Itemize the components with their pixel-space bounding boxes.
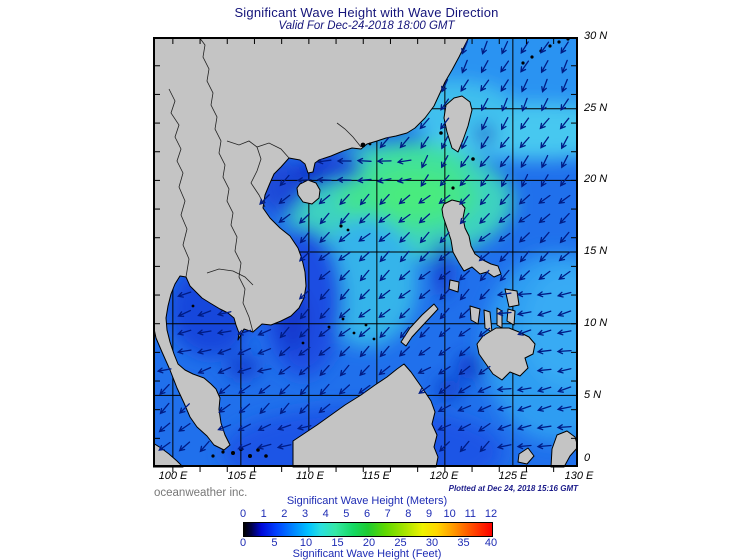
land-borneo (292, 363, 439, 468)
branding-text: oceanweather inc. (154, 487, 248, 499)
land-palawan (400, 303, 439, 347)
colorbar-tick: 10 (299, 537, 313, 549)
colorbar-tick: 2 (281, 508, 288, 520)
axis-ticks (155, 39, 576, 472)
colorbar-tick: 8 (405, 508, 412, 520)
page-title: Significant Wave Height with Wave Direct… (234, 5, 499, 20)
lon-label: 105 E (227, 470, 257, 482)
colorbar-tick: 10 (443, 508, 456, 520)
colorbar-tick: 4 (322, 508, 329, 520)
colorbar-tick: 5 (271, 537, 278, 549)
colorbar-tick: 0 (239, 508, 247, 520)
lon-label: 125 E (498, 470, 528, 482)
land-mindanao (476, 327, 536, 381)
colorbar-tick: 15 (331, 537, 344, 549)
land-luzon (441, 199, 502, 278)
colorbar-tick: 12 (484, 508, 498, 520)
colorbar-tick: 5 (343, 508, 350, 520)
colorbar-tick: 11 (464, 508, 477, 520)
land-panay (469, 305, 481, 325)
land-taiwan (443, 95, 473, 153)
colorbar-gradient (243, 522, 493, 537)
lat-label: 15 N (584, 245, 608, 257)
small-islands (191, 37, 570, 458)
colorbar-tick: 6 (363, 508, 371, 520)
colorbar-tick: 3 (301, 508, 309, 520)
plotted-timestamp: Plotted at Dec 24, 2018 15:16 GMT (448, 484, 578, 493)
colorbar-title-meters: Significant Wave Height (Meters) (286, 495, 448, 507)
lon-label: 110 E (296, 470, 324, 482)
land-mindoro (448, 279, 460, 293)
colorbar-tick: 0 (239, 537, 247, 549)
land-hainan (296, 179, 321, 205)
lon-label: 130 E (564, 470, 594, 482)
colorbar-tick: 9 (425, 508, 433, 520)
colorbar-title-feet: Significant Wave Height (Feet) (292, 548, 442, 560)
lat-label: 10 N (584, 317, 608, 329)
map-svg (152, 36, 579, 472)
lon-label: 120 E (429, 470, 459, 482)
map-border (153, 37, 578, 467)
lon-label: 100 E (158, 470, 188, 482)
lat-label: 0 (584, 452, 591, 464)
colorbar-tick: 7 (384, 508, 391, 520)
lat-label: 25 N (584, 102, 608, 114)
colorbar-tick: 20 (362, 537, 376, 549)
lat-label: 30 N (584, 30, 608, 42)
land-sulawesi (550, 430, 579, 468)
colorbar-tick: 30 (425, 537, 439, 549)
colorbar-tick: 40 (484, 537, 498, 549)
lat-label: 20 N (584, 173, 608, 185)
land-sulawesi-tip (517, 447, 535, 465)
valid-time-subtitle: Valid For Dec-24-2018 18:00 GMT (278, 20, 455, 32)
country-borders (168, 36, 362, 333)
wave-direction-arrows (156, 40, 572, 453)
colorbar-tick: 1 (260, 508, 267, 520)
lat-label: 5 N (584, 389, 602, 401)
colorbar-tick: 35 (457, 537, 470, 549)
lon-label: 115 E (362, 470, 390, 482)
map-canvas (152, 36, 579, 475)
colorbar-tick: 25 (394, 537, 407, 549)
